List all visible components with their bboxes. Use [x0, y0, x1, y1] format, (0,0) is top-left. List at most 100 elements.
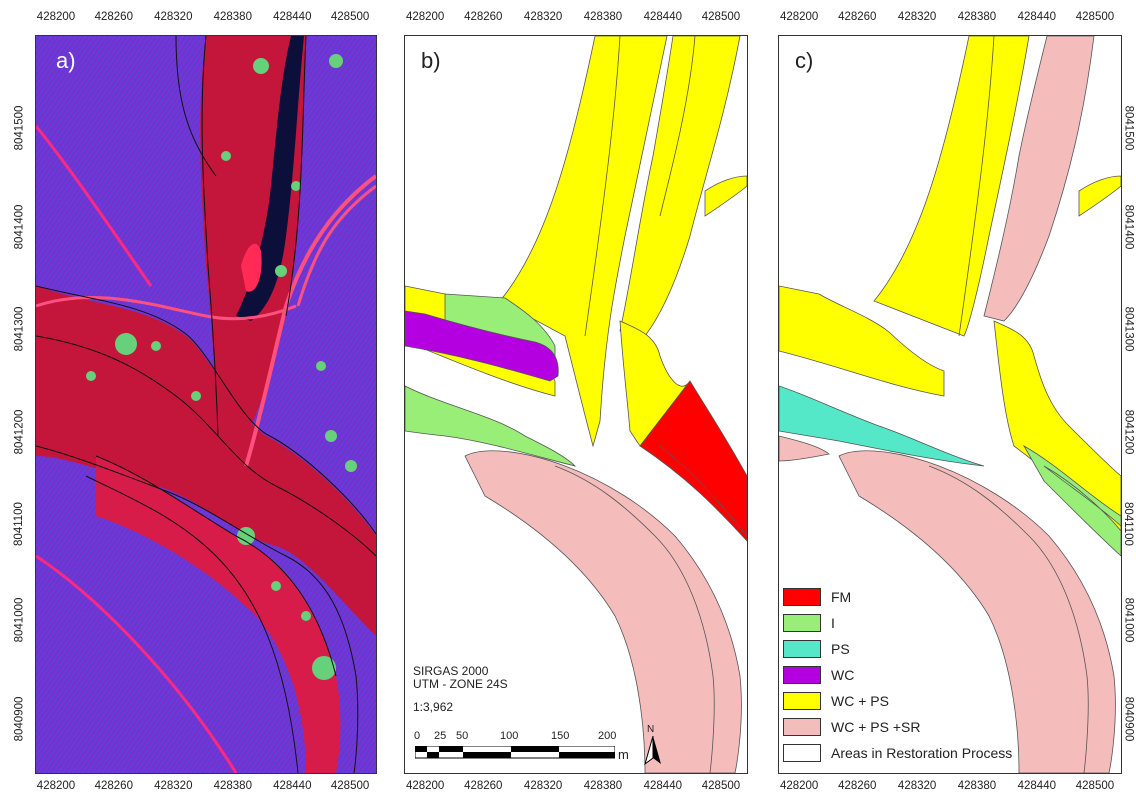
x-tick-label: 428380: [213, 780, 252, 792]
legend-swatch: [783, 718, 821, 736]
legend-label: WC: [831, 667, 855, 683]
y-tick-label: 8040900: [13, 697, 26, 742]
x-tick-label: 428320: [897, 11, 937, 23]
polygon-wc-ps: [704, 175, 747, 217]
x-tick-label: 428320: [523, 11, 563, 23]
scale-tick-label: 150: [551, 730, 570, 742]
panel-label-b: b): [421, 48, 441, 73]
y-tick-label: 8040900: [1122, 697, 1135, 742]
classification-map-c: c) FM I PS: [778, 35, 1122, 774]
y-tick-label: 8041500: [13, 105, 26, 151]
scale-tick-label: 200: [598, 730, 617, 742]
classification-map-b: b) SIRGAS 2000 UTM - ZONE 24S: [404, 35, 748, 774]
y-tick-label: 8041500: [1122, 105, 1135, 151]
scale-unit: m: [618, 747, 629, 762]
y-tick-label: 8041200: [13, 409, 26, 455]
polygon-wc-ps-sr: [838, 450, 1116, 773]
y-tick-label: 8041300: [1122, 306, 1135, 352]
panel-label-c: c): [795, 48, 814, 73]
vegetation-polygons-b: [405, 36, 747, 773]
x-tick-label: 428260: [838, 11, 877, 23]
x-tick-label: 428320: [154, 780, 193, 792]
legend-label: WC + PS: [831, 693, 889, 709]
legend-label: I: [831, 615, 835, 631]
legend-swatch: [783, 744, 821, 762]
scale-tick-label: 25: [434, 730, 447, 742]
panel-label-a: a): [56, 48, 76, 73]
x-tick-label: 428440: [273, 780, 312, 792]
satellite-image-panel: a): [35, 35, 377, 774]
x-tick-label: 428200: [779, 780, 819, 792]
polygon-wc-ps: [619, 320, 691, 447]
legend-swatch: [783, 614, 821, 632]
polygon-fm: [639, 380, 747, 542]
y-tick-label: 8041000: [13, 597, 26, 643]
x-tick-label: 428320: [154, 11, 193, 23]
polygon-ps: [779, 385, 985, 467]
legend-label: FM: [831, 589, 852, 605]
x-tick-label: 428380: [213, 11, 252, 23]
x-tick-label: 428380: [583, 11, 623, 23]
x-tick-label: 428440: [273, 11, 312, 23]
scale-tick-label: 0: [414, 730, 421, 742]
y-tick-label: 8041200: [1122, 409, 1135, 455]
x-tick-label: 428260: [94, 11, 133, 23]
false-color-image: [36, 36, 376, 773]
x-tick-label: 428500: [330, 11, 370, 23]
x-tick-label: 428500: [701, 11, 741, 23]
legend-label: WC + PS +SR: [831, 719, 921, 735]
north-label: N: [647, 724, 655, 735]
x-tick-label: 428260: [464, 780, 503, 792]
x-tick-label: 428440: [1017, 11, 1056, 23]
x-tick-label: 428200: [36, 780, 76, 792]
x-tick-label: 428320: [897, 780, 937, 792]
legend-swatch: [783, 666, 821, 684]
x-tick-label: 428500: [1075, 11, 1115, 23]
north-arrow: N: [643, 724, 663, 768]
north-arrow-icon: [644, 736, 661, 766]
scale-ratio: 1:3,962: [413, 700, 454, 714]
polygon-wc-ps: [1078, 175, 1121, 217]
x-tick-label: 428200: [405, 780, 445, 792]
x-tick-label: 428440: [1017, 780, 1056, 792]
polygon-i: [1022, 444, 1121, 557]
legend-swatch: [783, 588, 821, 606]
x-tick-label: 428200: [779, 11, 819, 23]
y-tick-label: 8041400: [13, 204, 26, 250]
polygon-wc-ps: [873, 36, 1030, 337]
y-tick-label: 8041100: [1121, 502, 1134, 547]
x-tick-label: 428260: [464, 11, 503, 23]
legend-label: Areas in Restoration Process: [831, 745, 1013, 761]
scale-tick-label: 100: [500, 730, 519, 742]
y-tick-label: 8041400: [1122, 204, 1135, 250]
x-tick-label: 428500: [1075, 780, 1115, 792]
polygon-wc-ps-sr: [464, 450, 742, 773]
polygon-wc-ps-sr: [983, 36, 1095, 322]
x-tick-label: 428380: [957, 780, 997, 792]
polygon-i: [405, 385, 577, 467]
x-tick-label: 428380: [583, 780, 623, 792]
x-tick-label: 428200: [405, 11, 445, 23]
scale-tick-label: 50: [456, 730, 469, 742]
y-tick-label: 8041100: [12, 502, 25, 547]
polygon-wc-ps: [499, 36, 668, 448]
x-tick-label: 428260: [94, 780, 133, 792]
polygon-wc-ps-sr: [779, 435, 830, 462]
x-tick-label: 428440: [643, 780, 682, 792]
x-tick-label: 428260: [838, 780, 877, 792]
x-tick-label: 428380: [957, 11, 997, 23]
x-tick-label: 428320: [523, 780, 563, 792]
x-tick-label: 428440: [643, 11, 682, 23]
x-tick-label: 428500: [701, 780, 741, 792]
polygon-wc-ps: [993, 320, 1121, 542]
datum-label: SIRGAS 2000: [413, 664, 489, 678]
y-tick-label: 8041000: [1122, 597, 1135, 643]
polygon-wc: [405, 310, 559, 382]
projection-label: UTM - ZONE 24S: [413, 677, 508, 691]
polygon-wc-ps: [779, 285, 945, 397]
legend-swatch: [783, 692, 821, 710]
x-tick-label: 428500: [330, 780, 370, 792]
vegetation-polygons-c: [779, 36, 1121, 773]
y-tick-label: 8041300: [13, 306, 26, 352]
legend-swatch: [783, 640, 821, 658]
